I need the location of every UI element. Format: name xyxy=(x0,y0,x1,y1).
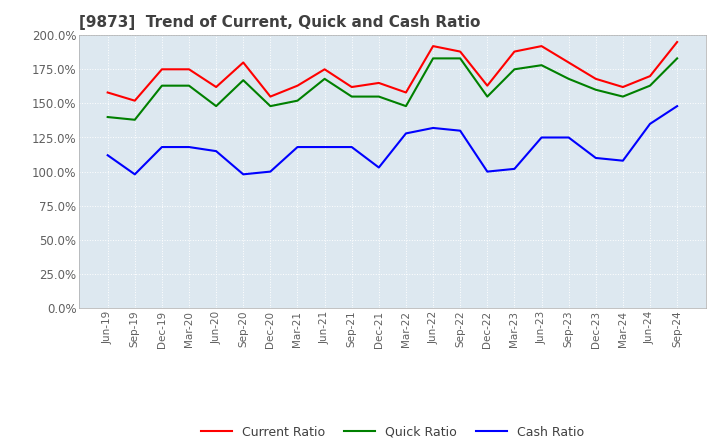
Cash Ratio xyxy=(158,144,166,150)
Current Ratio xyxy=(402,90,410,95)
Current Ratio xyxy=(130,98,139,103)
Cash Ratio xyxy=(266,169,275,174)
Current Ratio xyxy=(537,44,546,49)
Quick Ratio xyxy=(348,94,356,99)
Quick Ratio xyxy=(537,62,546,68)
Quick Ratio xyxy=(564,76,573,81)
Line: Cash Ratio: Cash Ratio xyxy=(108,106,677,174)
Cash Ratio xyxy=(646,121,654,127)
Quick Ratio xyxy=(374,94,383,99)
Quick Ratio xyxy=(320,76,329,81)
Line: Quick Ratio: Quick Ratio xyxy=(108,59,677,120)
Current Ratio xyxy=(185,66,194,72)
Quick Ratio xyxy=(266,103,275,109)
Quick Ratio xyxy=(456,56,464,61)
Current Ratio xyxy=(266,94,275,99)
Cash Ratio xyxy=(185,144,194,150)
Cash Ratio xyxy=(537,135,546,140)
Current Ratio xyxy=(483,83,492,88)
Quick Ratio xyxy=(483,94,492,99)
Quick Ratio xyxy=(672,56,681,61)
Current Ratio xyxy=(510,49,518,54)
Quick Ratio xyxy=(428,56,437,61)
Cash Ratio xyxy=(483,169,492,174)
Current Ratio xyxy=(239,60,248,65)
Cash Ratio xyxy=(293,144,302,150)
Current Ratio xyxy=(456,49,464,54)
Cash Ratio xyxy=(510,166,518,172)
Quick Ratio xyxy=(293,98,302,103)
Cash Ratio xyxy=(672,103,681,109)
Cash Ratio xyxy=(374,165,383,170)
Cash Ratio xyxy=(618,158,627,163)
Quick Ratio xyxy=(158,83,166,88)
Legend: Current Ratio, Quick Ratio, Cash Ratio: Current Ratio, Quick Ratio, Cash Ratio xyxy=(196,421,589,440)
Quick Ratio xyxy=(402,103,410,109)
Quick Ratio xyxy=(185,83,194,88)
Cash Ratio xyxy=(239,172,248,177)
Current Ratio xyxy=(672,39,681,44)
Current Ratio xyxy=(348,84,356,90)
Text: [9873]  Trend of Current, Quick and Cash Ratio: [9873] Trend of Current, Quick and Cash … xyxy=(79,15,480,30)
Current Ratio xyxy=(428,44,437,49)
Cash Ratio xyxy=(564,135,573,140)
Quick Ratio xyxy=(130,117,139,122)
Quick Ratio xyxy=(646,83,654,88)
Current Ratio xyxy=(293,83,302,88)
Current Ratio xyxy=(618,84,627,90)
Cash Ratio xyxy=(320,144,329,150)
Cash Ratio xyxy=(130,172,139,177)
Cash Ratio xyxy=(591,155,600,161)
Cash Ratio xyxy=(104,153,112,158)
Current Ratio xyxy=(374,80,383,85)
Cash Ratio xyxy=(428,125,437,131)
Quick Ratio xyxy=(591,87,600,92)
Cash Ratio xyxy=(348,144,356,150)
Current Ratio xyxy=(212,84,220,90)
Quick Ratio xyxy=(239,77,248,83)
Current Ratio xyxy=(320,66,329,72)
Current Ratio xyxy=(564,60,573,65)
Quick Ratio xyxy=(212,103,220,109)
Quick Ratio xyxy=(618,94,627,99)
Quick Ratio xyxy=(104,114,112,120)
Current Ratio xyxy=(646,73,654,79)
Cash Ratio xyxy=(456,128,464,133)
Line: Current Ratio: Current Ratio xyxy=(108,42,677,101)
Cash Ratio xyxy=(212,149,220,154)
Current Ratio xyxy=(591,76,600,81)
Current Ratio xyxy=(104,90,112,95)
Current Ratio xyxy=(158,66,166,72)
Quick Ratio xyxy=(510,66,518,72)
Cash Ratio xyxy=(402,131,410,136)
